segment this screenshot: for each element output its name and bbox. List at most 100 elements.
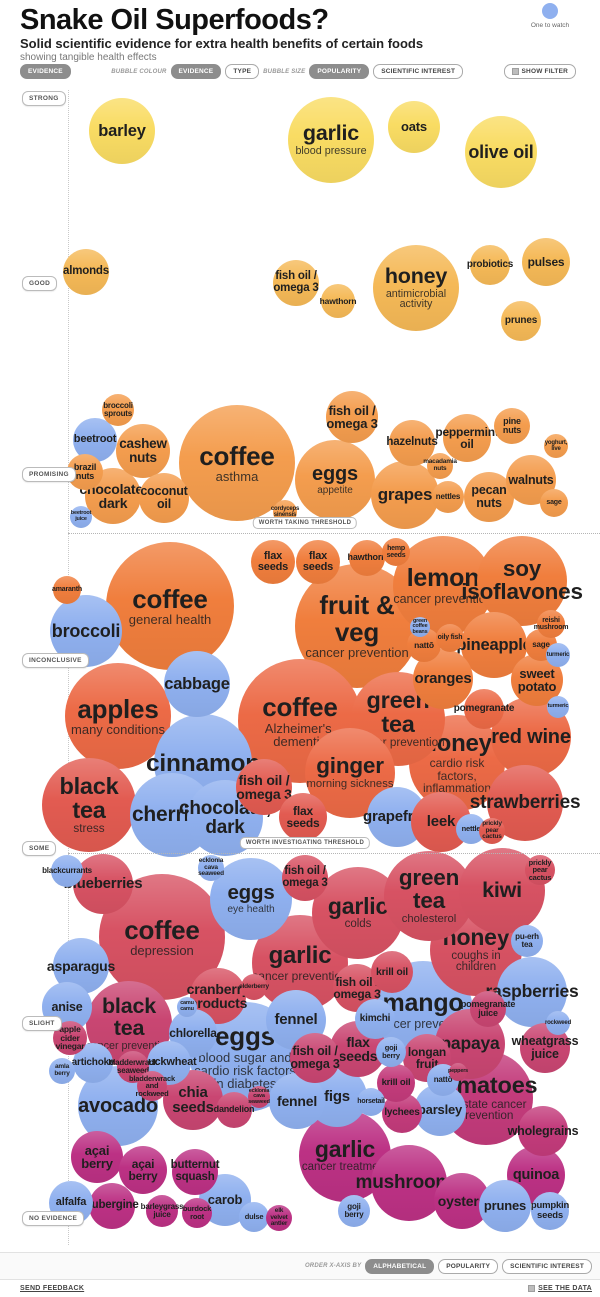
bubble-parsley[interactable]: parsley xyxy=(414,1084,466,1136)
bubble-fish-oil-omega-3[interactable]: fish oil / omega 3 xyxy=(236,759,292,815)
bubble-beetroot-juice[interactable]: beetroot juice xyxy=(70,506,92,528)
bubble-olive-oil[interactable]: olive oil xyxy=(465,116,537,188)
bubble-green-tea[interactable]: green tea cholesterol xyxy=(384,851,474,941)
bubble-walnuts[interactable]: walnuts xyxy=(506,455,556,505)
bubble-kimchi[interactable]: kimchi xyxy=(355,999,395,1039)
bubble-elk-velvet-antler[interactable]: elk velvet antler xyxy=(266,1205,292,1231)
bubble-apples[interactable]: apples many conditions xyxy=(65,663,171,769)
bubble-elderberry[interactable]: elderberry xyxy=(239,974,269,1000)
bubble-fish-oil-omega-3[interactable]: fish oil / omega 3 xyxy=(333,964,381,1012)
bubble-pulses[interactable]: pulses xyxy=(522,238,570,286)
bubble-horsetail[interactable]: horsetail xyxy=(357,1088,385,1116)
bubble-flax-seeds[interactable]: flax seeds xyxy=(279,793,327,841)
bubble-garlic[interactable]: garlic blood pressure xyxy=(288,97,374,183)
bubble-burdock-root[interactable]: burdock root xyxy=(182,1198,212,1228)
bubble-colour-evidence-button[interactable]: EVIDENCE xyxy=(170,64,222,79)
bubble-flax-seeds[interactable]: flax seeds xyxy=(296,540,340,584)
bubble-pumpkin-seeds[interactable]: pumpkin seeds xyxy=(531,1192,569,1230)
bubble-wholegrains[interactable]: wholegrains xyxy=(508,1106,579,1156)
bubble-sage[interactable]: sage xyxy=(540,489,568,517)
bubble-beetroot[interactable]: beetroot xyxy=(73,418,117,462)
evidence-mode-button[interactable]: EVIDENCE xyxy=(20,64,71,79)
bubble-fish-oil-omega-3[interactable]: fish oil / omega 3 xyxy=(273,260,319,306)
bubble-dandelion[interactable]: dandelion xyxy=(214,1092,255,1128)
bubble-prunes[interactable]: prunes xyxy=(479,1180,531,1232)
bubble-pomegranate-juice[interactable]: pomegranate juice xyxy=(461,991,515,1027)
bubble-size-scientific-interest-button[interactable]: SCIENTIFIC INTEREST xyxy=(373,64,464,79)
bubble-cranberry-products[interactable]: cranberry products xyxy=(187,968,250,1024)
bubble-colour-type-button[interactable]: TYPE xyxy=(225,64,260,79)
bubble-dulse[interactable]: dulse xyxy=(239,1202,269,1232)
bubble-probiotics[interactable]: probiotics xyxy=(467,245,513,285)
bubble-oily-fish[interactable]: oily fish xyxy=(436,624,464,652)
bubble-hawthorn[interactable]: hawthorn xyxy=(348,540,387,576)
bubble-hemp-seeds[interactable]: hemp seeds xyxy=(382,538,410,566)
bubble-a-ai-berry[interactable]: açai berry xyxy=(71,1131,123,1183)
bubble-reishi-mushroom[interactable]: reishi mushroom xyxy=(534,610,568,638)
bubble-goji-berry[interactable]: goji berry xyxy=(338,1195,370,1227)
bubble-hazelnuts[interactable]: hazelnuts xyxy=(386,420,438,466)
bubble-pine-nuts[interactable]: pine nuts xyxy=(494,408,530,444)
bubble-turmeric[interactable]: turmeric xyxy=(546,643,570,667)
bubble-bladderwrack-and-rockweed[interactable]: bladderwrack and rockweed xyxy=(129,1071,175,1101)
bubble-ecklonia-cava-seaweed[interactable]: ecklonia cava seaweed xyxy=(198,855,224,881)
bubble-nettles[interactable]: nettles xyxy=(432,481,464,513)
bubble-peppers[interactable]: peppers xyxy=(448,1063,468,1081)
bubble-blackcurrants[interactable]: blackcurrants xyxy=(42,855,92,887)
bubble-honey[interactable]: honey antimicrobial activity xyxy=(373,245,459,331)
bubble-peppermint-oil[interactable]: peppermint oil xyxy=(435,414,499,462)
bubble-camu-camu[interactable]: camu camu xyxy=(177,997,197,1017)
bubble-flax-seeds[interactable]: flax seeds xyxy=(251,540,295,584)
order-alphabetical-button[interactable]: ALPHABETICAL xyxy=(365,1258,435,1274)
bubble-cabbage[interactable]: cabbage xyxy=(164,651,230,717)
bubble-prickly-pear-cactus[interactable]: prickly pear cactus xyxy=(525,855,555,885)
bubble-rockweed[interactable]: rockweed xyxy=(545,1011,571,1035)
bubble-aubergine[interactable]: aubergine xyxy=(85,1183,139,1229)
order-popularity-button[interactable]: POPULARITY xyxy=(438,1258,499,1274)
bubble-black-tea[interactable]: black tea stress xyxy=(42,758,136,852)
bubble-almonds[interactable]: almonds xyxy=(63,249,109,295)
bubble-blueberries[interactable]: blueberries xyxy=(64,854,143,914)
bubble-chocolate-dark[interactable]: chocolate, dark xyxy=(179,780,271,856)
bubble-oats[interactable]: oats xyxy=(388,101,440,153)
see-the-data-link[interactable]: SEE THE DATA xyxy=(528,1285,592,1292)
bubble-fish-oil-omega-3[interactable]: fish oil / omega 3 xyxy=(326,391,378,443)
bubble-goji-berry[interactable]: goji berry xyxy=(376,1037,406,1067)
bubble-coffee[interactable]: coffee general health xyxy=(106,542,234,670)
bubble-hawthorn[interactable]: hawthorn xyxy=(320,284,357,318)
order-scientific-interest-button[interactable]: SCIENTIFIC INTEREST xyxy=(502,1258,592,1274)
bubble-pecan-nuts[interactable]: pecan nuts xyxy=(464,472,514,522)
bubble-prickly-pear-cactus[interactable]: prickly pear cactus xyxy=(479,818,505,844)
bubble-raspberries[interactable]: raspberries xyxy=(485,957,579,1027)
bubble-leek[interactable]: leek xyxy=(411,792,471,852)
bubble-fish-oil-omega-3[interactable]: fish oil / omega 3 xyxy=(290,1033,340,1083)
bubble-eggs[interactable]: eggs eye health xyxy=(210,858,292,940)
bubble-cashew-nuts[interactable]: cashew nuts xyxy=(116,424,170,478)
bubble-barley[interactable]: barley xyxy=(89,98,155,164)
bubble-butternut-squash[interactable]: butternut squash xyxy=(171,1149,220,1195)
bubble-macadamia-nuts[interactable]: macadamia nuts xyxy=(423,453,457,479)
show-filter-button[interactable]: SHOW FILTER xyxy=(503,64,577,79)
bubble-mushrooms[interactable]: mushrooms xyxy=(356,1145,463,1221)
bubble-green-coffee-beans[interactable]: green coffee beans xyxy=(410,617,430,637)
bubble-eggs[interactable]: eggs appetite xyxy=(295,440,375,520)
bubble-turmeric[interactable]: turmeric xyxy=(547,696,569,718)
bubble-yoghurt-live[interactable]: yoghurt, live xyxy=(544,434,568,458)
bubble-barleygrass-juice[interactable]: barleygrass juice xyxy=(141,1195,184,1227)
bubble-chlorella[interactable]: chlorella xyxy=(169,1009,217,1057)
bubble-coconut-oil[interactable]: coconut oil xyxy=(139,473,189,523)
bubble-size-popularity-button[interactable]: POPULARITY xyxy=(309,64,370,79)
bubble-coffee[interactable]: coffee asthma xyxy=(179,405,295,521)
bubble-ecklonia-cava-seaweed[interactable]: ecklonia cava seaweed xyxy=(248,1086,270,1108)
bubble-fish-oil-omega-3[interactable]: fish oil / omega 3 xyxy=(282,855,328,901)
bubble-prunes[interactable]: prunes xyxy=(501,301,541,341)
bubble-pomegranate[interactable]: pomegranate xyxy=(454,689,514,729)
bubble-broccoli-sprouts[interactable]: broccoli sprouts xyxy=(102,394,134,426)
bubble-label: cabbage xyxy=(164,674,230,693)
bubble-krill-oil[interactable]: krill oil xyxy=(371,951,413,993)
bubble-amaranth[interactable]: amaranth xyxy=(52,576,82,604)
send-feedback-link[interactable]: SEND FEEDBACK xyxy=(20,1285,85,1292)
bubble-a-ai-berry[interactable]: açai berry xyxy=(119,1146,167,1194)
bubble-pu-erh-tea[interactable]: pu-erh tea xyxy=(511,925,543,957)
bubble-amla-berry[interactable]: amla berry xyxy=(49,1058,75,1084)
